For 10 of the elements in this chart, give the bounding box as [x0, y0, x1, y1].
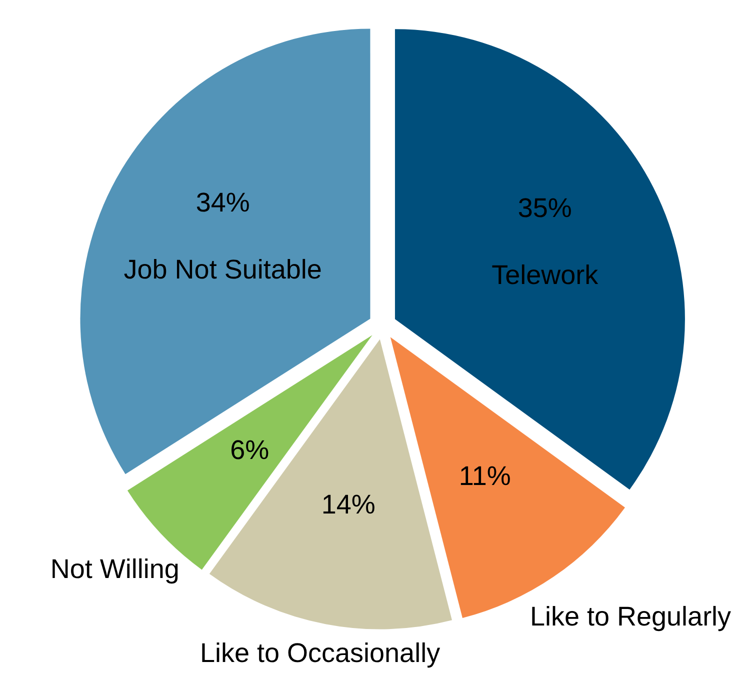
data-label: 14%: [321, 489, 376, 520]
slice-label: Like to Regularly: [530, 601, 732, 632]
slice-label: Like to Occasionally: [200, 638, 441, 668]
slice-label: Not Willing: [50, 554, 180, 584]
data-label: 11%: [458, 461, 511, 492]
slice-label: Telework: [492, 260, 599, 290]
data-label: 35%: [518, 192, 572, 223]
slice-label: Job Not Suitable: [124, 254, 322, 285]
data-label: 34%: [196, 188, 250, 218]
data-label: 6%: [230, 435, 270, 466]
